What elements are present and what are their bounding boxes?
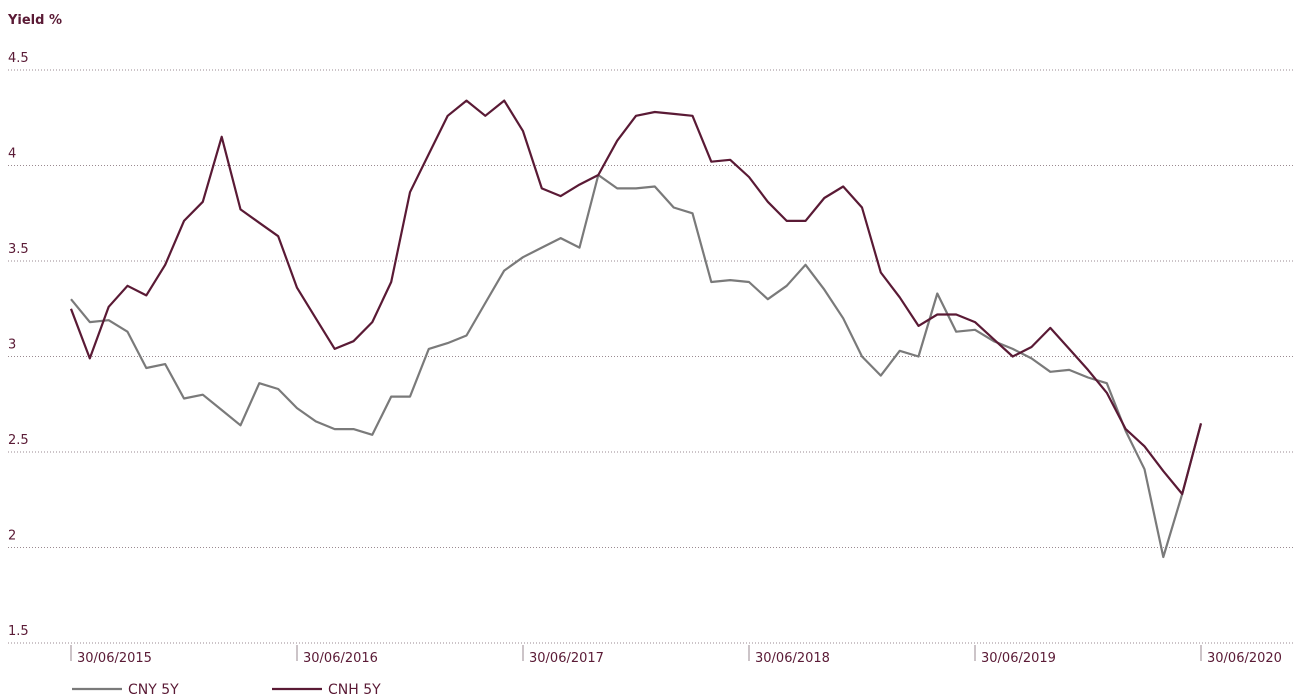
y-tick-label: 1.5 <box>8 624 29 639</box>
y-tick-label: 4 <box>8 147 16 162</box>
x-tick-label: 30/06/2020 <box>1207 651 1282 666</box>
y-tick-label: 2 <box>8 529 16 544</box>
x-tick-label: 30/06/2018 <box>755 651 830 666</box>
x-tick-label: 30/06/2019 <box>981 651 1056 666</box>
x-tick-label: 30/06/2017 <box>529 651 604 666</box>
series-line <box>70 173 1203 559</box>
legend-label: CNY 5Y <box>128 682 179 698</box>
y-axis-label: Yield % <box>7 13 62 28</box>
x-tick-label: 30/06/2015 <box>77 651 152 666</box>
y-tick-label: 3.5 <box>8 242 29 257</box>
y-tick-label: 3 <box>8 338 16 353</box>
y-tick-label: 4.5 <box>8 51 29 66</box>
series-line <box>69 99 1203 496</box>
x-tick-label: 30/06/2016 <box>303 651 378 666</box>
legend-label: CNH 5Y <box>328 682 381 698</box>
y-tick-label: 2.5 <box>8 433 29 448</box>
